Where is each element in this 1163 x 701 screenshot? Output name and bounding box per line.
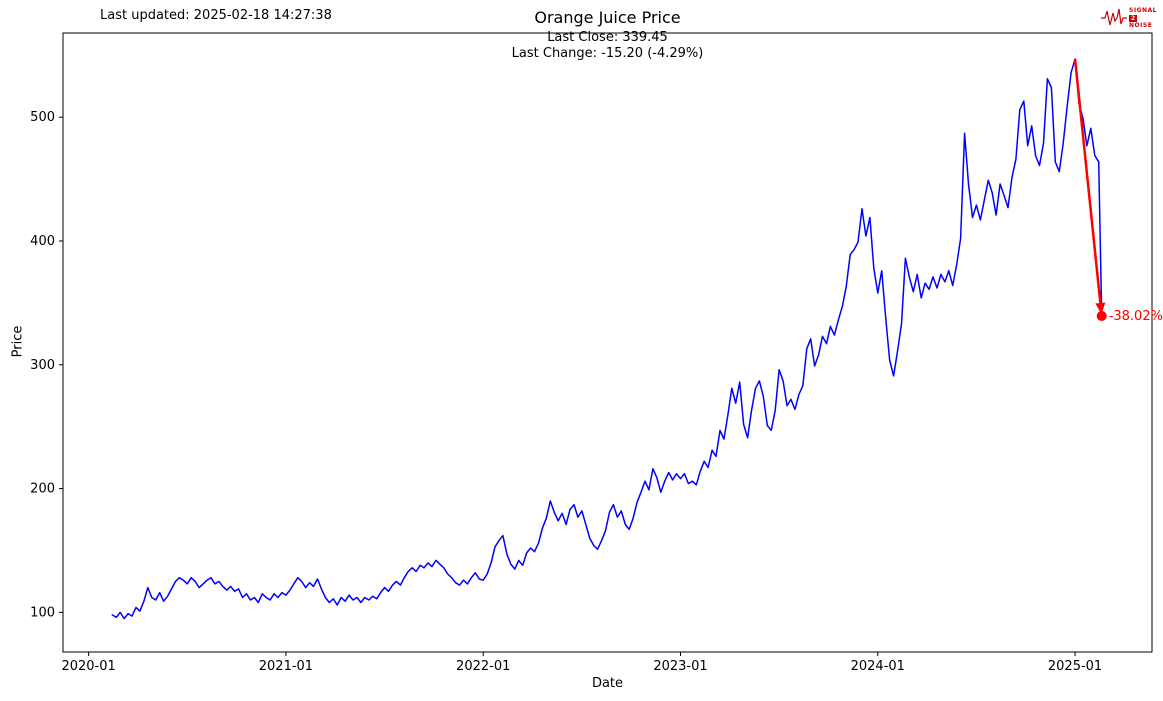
x-axis-label: Date xyxy=(591,676,624,691)
y-tick-label: 100 xyxy=(30,605,55,620)
logo-line-2: 2 xyxy=(1129,14,1138,22)
logo-line-1: SIGNAL xyxy=(1129,6,1157,14)
drawdown-arrow-head xyxy=(1095,302,1106,314)
chart-title: Orange Juice Price xyxy=(534,8,681,27)
x-tick-label: 2023-01 xyxy=(653,659,707,674)
last-change-text: Last Change: -15.20 (-4.29%) xyxy=(511,46,704,61)
y-tick-label: 500 xyxy=(30,110,55,125)
price-line xyxy=(111,58,1103,620)
y-tick-label: 200 xyxy=(30,482,55,497)
logo-text: SIGNAL 2 NOISE xyxy=(1129,7,1157,30)
x-tick-label: 2024-01 xyxy=(851,659,905,674)
last-updated-text: Last updated: 2025-02-18 14:27:38 xyxy=(100,8,332,23)
x-tick-label: 2022-01 xyxy=(456,659,510,674)
y-tick-label: 300 xyxy=(30,358,55,373)
y-tick-label: 400 xyxy=(30,234,55,249)
drawdown-label: -38.02% xyxy=(1109,309,1163,324)
signal2noise-logo: SIGNAL 2 NOISE xyxy=(1101,6,1157,30)
last-point-dot xyxy=(1096,310,1107,321)
x-tick-label: 2020-01 xyxy=(61,659,115,674)
last-close-text: Last Close: 339.45 xyxy=(547,30,668,45)
logo-line-3: NOISE xyxy=(1129,21,1153,29)
x-tick-label: 2025-01 xyxy=(1048,659,1102,674)
x-tick-label: 2021-01 xyxy=(259,659,313,674)
waveform-icon xyxy=(1101,8,1128,26)
plot-border xyxy=(62,32,1153,653)
drawdown-arrow-line xyxy=(1073,58,1102,305)
